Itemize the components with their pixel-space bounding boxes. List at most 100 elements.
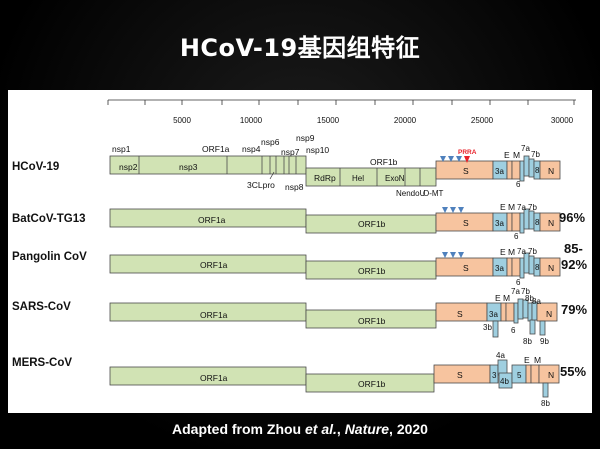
- e-label: E: [500, 247, 506, 257]
- identity-percent: 96%: [559, 210, 585, 225]
- scale-bar: [107, 99, 576, 105]
- n-label: N: [548, 263, 554, 273]
- orf5-label: 5: [517, 371, 522, 380]
- orf7a-label: 7a: [511, 287, 520, 296]
- hel-label: Hel: [352, 174, 364, 183]
- orf6-label: 6: [514, 232, 519, 241]
- slide-title: HCoV-19基因组特征: [179, 34, 421, 62]
- e-label: E: [524, 355, 530, 365]
- omt-label: O-MT: [423, 189, 444, 198]
- e-label: E: [495, 293, 501, 303]
- orf1a-label: ORF1a: [200, 260, 228, 270]
- s-label: S: [457, 370, 463, 380]
- orf6-label: 6: [511, 326, 516, 335]
- rdrp-label: RdRp: [314, 173, 336, 183]
- scale-tick-label: 10000: [240, 116, 263, 125]
- orf7a-label: 7a: [517, 203, 526, 212]
- scale-tick-label: 15000: [317, 116, 340, 125]
- m-label: M: [503, 293, 510, 303]
- n-label: N: [548, 218, 554, 228]
- nsp4-label: nsp4: [242, 144, 261, 154]
- 3clpro-label: 3CLpro: [247, 180, 275, 190]
- genome-pangolin-cov: [109, 252, 561, 280]
- identity-percent: 85- 92%: [561, 241, 587, 272]
- orf1a-label: ORF1a: [200, 310, 228, 320]
- orf9b-label: 9b: [540, 337, 549, 346]
- orf8a-label: 8a: [532, 297, 541, 306]
- orf7a-label: 7a: [521, 144, 530, 153]
- orf1b-label: ORF1b: [358, 316, 386, 326]
- genome-label: Pangolin CoV: [12, 251, 87, 263]
- m-label: M: [508, 202, 515, 212]
- orf8-label: 8: [535, 263, 540, 272]
- orf3-label: 3: [492, 371, 497, 380]
- genome-hcov19: [109, 155, 561, 187]
- genome-diagram-panel: 5000 10000 15000 20000 25000 30000 HC: [8, 90, 592, 413]
- orf7b-label: 7b: [528, 247, 537, 256]
- m-label: M: [513, 150, 520, 160]
- orf6-label: 6: [516, 180, 521, 189]
- orf3a-label: 3a: [489, 310, 498, 319]
- genome-mers-cov: [109, 359, 560, 398]
- genome-label: SARS-CoV: [12, 301, 71, 313]
- n-label: N: [548, 166, 554, 176]
- orf8b-label: 8b: [541, 399, 550, 408]
- s-label: S: [463, 218, 469, 228]
- orf3a-label: 3a: [495, 264, 504, 273]
- nsp2-label: nsp2: [119, 162, 138, 172]
- scale-tick-label: 5000: [173, 116, 191, 125]
- s-label: S: [463, 166, 469, 176]
- genome-label: MERS-CoV: [12, 357, 72, 369]
- scale-tick-label: 25000: [471, 116, 494, 125]
- exon-label: ExoN: [385, 174, 405, 183]
- orf1b-label: ORF1b: [370, 157, 398, 167]
- orf7b-label: 7b: [531, 150, 540, 159]
- genome-label: HCoV-19: [12, 161, 59, 173]
- identity-percent: 55%: [560, 364, 586, 379]
- s-cleavage-markers-batcov: [442, 207, 464, 213]
- e-label: E: [504, 150, 510, 160]
- identity-percent-line: 92%: [561, 257, 587, 272]
- orf4a-label: 4a: [496, 351, 505, 360]
- s-cleavage-markers-pangolin: [442, 252, 464, 258]
- caption-prefix: Adapted from Zhou: [172, 421, 305, 437]
- orf1b-label: ORF1b: [358, 266, 386, 276]
- orf7b-label: 7b: [521, 287, 530, 296]
- genome-sars-cov: [109, 298, 558, 338]
- figure-caption: Adapted from Zhou et al., Nature, 2020: [0, 421, 600, 437]
- caption-sep: ,: [336, 421, 345, 437]
- nendou-label: NendoU: [396, 189, 426, 198]
- orf8-label: 8: [535, 166, 540, 175]
- genome-batcov-tg13: [109, 208, 561, 234]
- prra-label: PRRA: [458, 149, 477, 156]
- identity-percent-line: 85-: [564, 241, 583, 256]
- orf7b-label: 7b: [528, 203, 537, 212]
- nsp7-label: nsp7: [281, 147, 300, 157]
- nsp1-label: nsp1: [112, 144, 131, 154]
- s-label: S: [463, 263, 469, 273]
- scale-tick-label: 30000: [551, 116, 574, 125]
- orf3a-label: 3a: [495, 219, 504, 228]
- genome-label: BatCoV-TG13: [12, 213, 86, 225]
- orf3b-label: 3b: [483, 323, 492, 332]
- orf1a-label: ORF1a: [198, 215, 226, 225]
- nsp6-label: nsp6: [261, 137, 280, 147]
- n-label: N: [548, 370, 554, 380]
- orf8-label: 8: [535, 218, 540, 227]
- caption-etal: et al.: [305, 421, 337, 437]
- scale-tick-label: 20000: [394, 116, 417, 125]
- orf1b-label: ORF1b: [358, 219, 386, 229]
- orf7a-label: 7a: [517, 247, 526, 256]
- nsp3-label: nsp3: [179, 162, 198, 172]
- orf1a-label: ORF1a: [202, 144, 230, 154]
- s-cleavage-markers-hcov19: [440, 156, 470, 163]
- orf1b-label: ORF1b: [358, 379, 386, 389]
- nsp8-label: nsp8: [285, 182, 304, 192]
- identity-percent: 79%: [561, 302, 587, 317]
- e-label: E: [500, 202, 506, 212]
- n-label: N: [546, 309, 552, 319]
- orf3a-label: 3a: [495, 167, 504, 176]
- orf1a-label: ORF1a: [200, 373, 228, 383]
- orf6-label: 6: [516, 278, 521, 287]
- orf8b-label: 8b: [525, 294, 534, 303]
